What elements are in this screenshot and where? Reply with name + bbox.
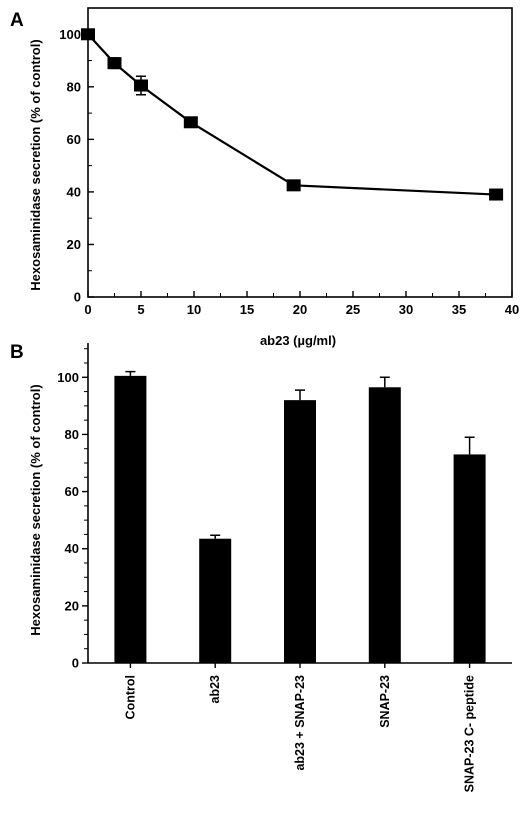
panel-b-bar xyxy=(114,375,147,663)
panel-b-error-bar xyxy=(295,389,305,401)
panel-b-y-tick-label: 60 xyxy=(65,484,79,499)
panel-b-error-bar xyxy=(379,376,390,388)
panel-b-y-tick-label: 0 xyxy=(72,656,79,671)
panel-b-chart: B Hexosaminidase secretion (% of control… xyxy=(10,342,512,792)
panel-a-data-point xyxy=(134,79,148,92)
panel-b-bar xyxy=(284,400,316,663)
panel-a-y-tick-label: 80 xyxy=(67,79,81,94)
panel-b-error-bar xyxy=(464,436,475,455)
panel-b-category-label: Control xyxy=(123,675,137,719)
panel-b-y-tick-label: 80 xyxy=(65,427,79,442)
panel-b-bar xyxy=(368,387,401,663)
panel-b-bar xyxy=(453,454,486,663)
panel-b-bar xyxy=(199,538,232,663)
panel-a-x-tick-label: 20 xyxy=(293,302,307,317)
panel-b-y-tick-label: 100 xyxy=(57,370,79,385)
panel-a-chart: A Hexosaminidase secretion (% of control… xyxy=(10,7,519,348)
panel-a-x-tick-label: 35 xyxy=(452,302,466,317)
panel-a-x-tick-label: 30 xyxy=(399,302,413,317)
panel-a-series-line xyxy=(87,33,497,196)
panel-a-x-tick-label: 25 xyxy=(346,302,360,317)
panel-a-x-tick-label: 15 xyxy=(240,302,254,317)
panel-a-data-point xyxy=(81,28,95,41)
panel-a-data-point xyxy=(107,57,122,70)
panel-b-y-axis-label: Hexosaminidase secretion (% of control) xyxy=(28,384,43,635)
panel-a-plot-frame xyxy=(87,7,513,298)
panel-b-letter: B xyxy=(10,342,24,363)
panel-a-y-tick-label: 100 xyxy=(59,27,81,42)
panel-a-x-tick-label: 0 xyxy=(84,302,91,317)
panel-a-y-tick-label: 40 xyxy=(67,184,81,199)
panel-a-x-tick-label: 40 xyxy=(505,302,519,317)
panel-a-y-axis-label: Hexosaminidase secretion (% of control) xyxy=(28,39,43,290)
panel-a-letter: A xyxy=(10,10,24,31)
panel-a-x-tick-label: 10 xyxy=(187,302,201,317)
panel-a-data-point xyxy=(489,188,504,201)
panel-a-data-point xyxy=(286,179,301,192)
panel-a-y-tick-label: 0 xyxy=(74,290,81,305)
panel-b-y-tick-label: 40 xyxy=(65,541,79,556)
panel-b-category-label: SNAP-23 C- peptide xyxy=(463,675,477,792)
panel-a-y-tick-label: 60 xyxy=(67,132,81,147)
panel-b-category-label: SNAP-23 xyxy=(378,675,392,728)
panel-b-y-tick-label: 20 xyxy=(65,598,79,613)
panel-b-error-bar xyxy=(210,534,221,539)
panel-a-x-tick-label: 5 xyxy=(137,302,144,317)
panel-a-y-tick-label: 20 xyxy=(67,237,81,252)
panel-a-x-axis-label: ab23 (µg/ml) xyxy=(260,333,336,348)
panel-b-category-label: ab23 + SNAP-23 xyxy=(293,675,307,771)
panel-b-error-bar xyxy=(125,370,136,376)
panel-a-data-point xyxy=(183,116,198,129)
panel-b-category-label: ab23 xyxy=(208,675,222,704)
